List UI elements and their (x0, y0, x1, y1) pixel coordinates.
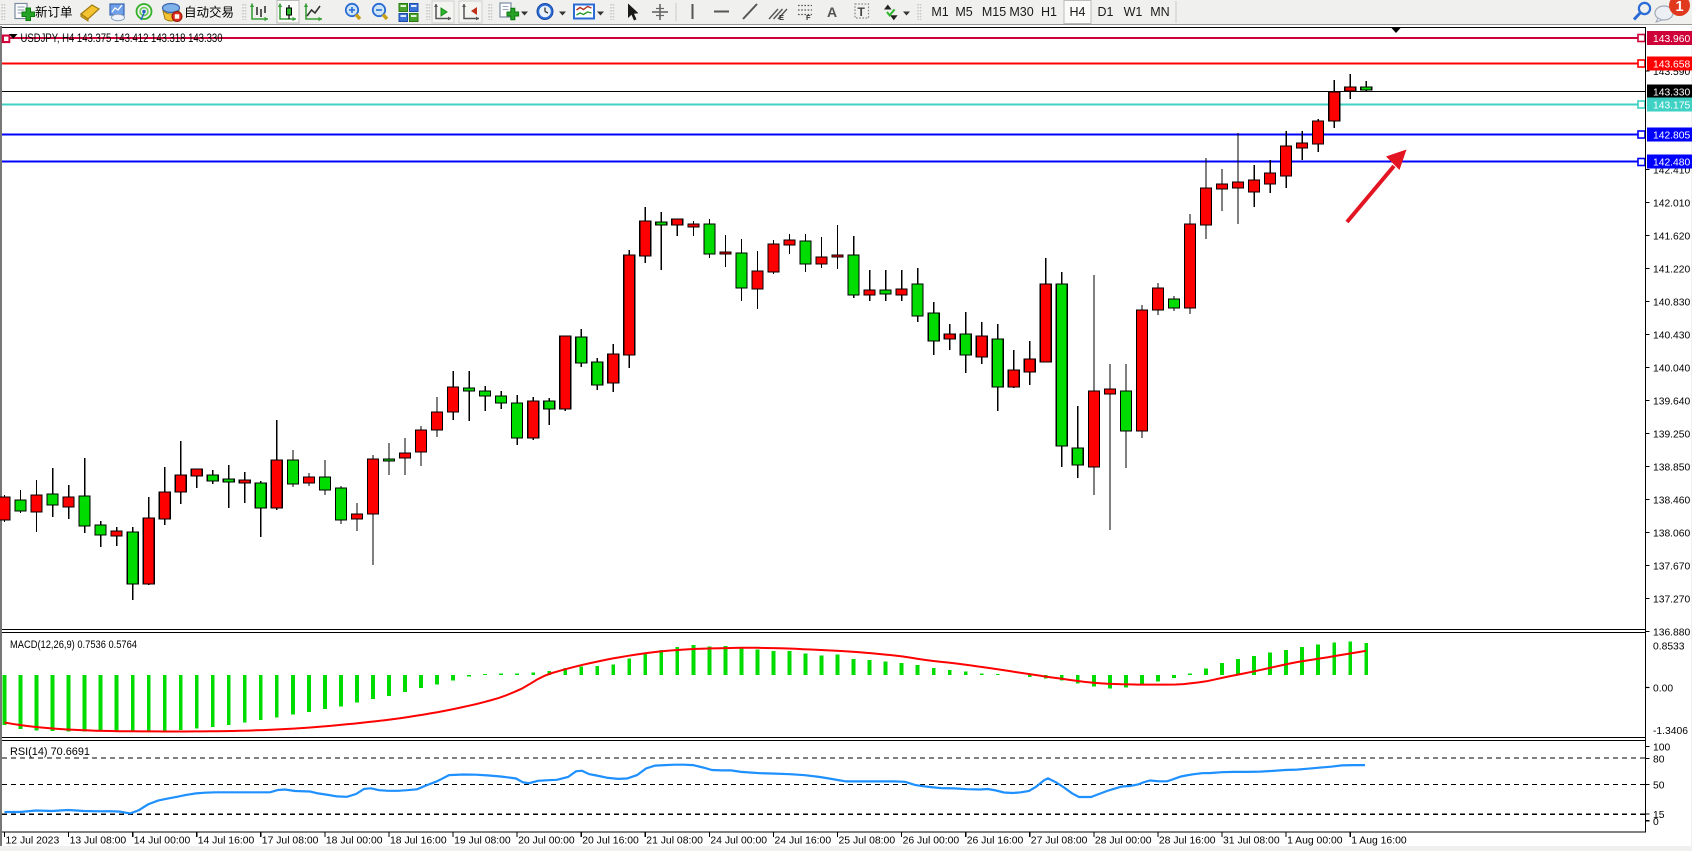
svg-text:M1: M1 (931, 5, 948, 19)
svg-text:M30: M30 (1009, 5, 1033, 19)
svg-text:26 Jul 16:00: 26 Jul 16:00 (967, 836, 1024, 847)
svg-text:F: F (806, 13, 811, 22)
svg-text:1: 1 (1675, 0, 1683, 15)
svg-text:141.620: 141.620 (1653, 232, 1690, 243)
svg-text:142.410: 142.410 (1653, 166, 1690, 177)
svg-text:143.658: 143.658 (1653, 60, 1690, 71)
svg-text:0.8533: 0.8533 (1653, 642, 1685, 653)
svg-text:143.590: 143.590 (1653, 67, 1690, 78)
svg-text:24 Jul 16:00: 24 Jul 16:00 (775, 836, 832, 847)
svg-text:20 Jul 00:00: 20 Jul 00:00 (518, 836, 575, 847)
svg-text:28 Jul 16:00: 28 Jul 16:00 (1159, 836, 1216, 847)
svg-text:137.670: 137.670 (1653, 562, 1690, 573)
svg-text:H1: H1 (1041, 5, 1057, 19)
svg-text:142.010: 142.010 (1653, 199, 1690, 210)
svg-text:17 Jul 08:00: 17 Jul 08:00 (262, 836, 319, 847)
svg-text:27 Jul 08:00: 27 Jul 08:00 (1031, 836, 1088, 847)
svg-text:14 Jul 00:00: 14 Jul 00:00 (134, 836, 191, 847)
svg-text:50: 50 (1653, 781, 1665, 792)
svg-text:A: A (827, 4, 837, 20)
svg-text:139.250: 139.250 (1653, 430, 1690, 441)
svg-text:T: T (858, 5, 866, 19)
svg-text:18 Jul 00:00: 18 Jul 00:00 (326, 836, 383, 847)
svg-text:1 Aug 16:00: 1 Aug 16:00 (1351, 836, 1407, 847)
svg-text:138.460: 138.460 (1653, 496, 1690, 507)
svg-text:E: E (779, 13, 784, 22)
svg-text:142.480: 142.480 (1653, 158, 1690, 169)
svg-text:21 Jul 08:00: 21 Jul 08:00 (646, 836, 703, 847)
svg-text:0: 0 (1653, 817, 1659, 828)
svg-text:18 Jul 16:00: 18 Jul 16:00 (390, 836, 447, 847)
svg-text:1 Aug 00:00: 1 Aug 00:00 (1287, 836, 1343, 847)
svg-text:143.175: 143.175 (1653, 101, 1690, 112)
svg-text:M15: M15 (982, 5, 1006, 19)
svg-text:RSI(14) 70.6691: RSI(14) 70.6691 (10, 746, 90, 758)
svg-text:138.850: 138.850 (1653, 463, 1690, 474)
svg-text:-1.3406: -1.3406 (1653, 726, 1688, 737)
svg-text:140.430: 140.430 (1653, 331, 1690, 342)
svg-text:80: 80 (1653, 754, 1665, 765)
svg-text:136.880: 136.880 (1653, 628, 1690, 639)
svg-text:31 Jul 08:00: 31 Jul 08:00 (1223, 836, 1280, 847)
svg-text:自动交易: 自动交易 (184, 5, 234, 20)
svg-text:D1: D1 (1098, 5, 1114, 19)
svg-text:141.220: 141.220 (1653, 265, 1690, 276)
svg-text:138.060: 138.060 (1653, 529, 1690, 540)
svg-text:19 Jul 08:00: 19 Jul 08:00 (454, 836, 511, 847)
svg-text:143.330: 143.330 (1653, 88, 1690, 99)
svg-text:140.830: 140.830 (1653, 298, 1690, 309)
svg-text:14 Jul 16:00: 14 Jul 16:00 (198, 836, 255, 847)
svg-text:20 Jul 16:00: 20 Jul 16:00 (582, 836, 639, 847)
svg-text:137.270: 137.270 (1653, 595, 1690, 606)
svg-text:25 Jul 08:00: 25 Jul 08:00 (839, 836, 896, 847)
svg-text:新订单: 新订单 (35, 5, 73, 20)
svg-text:MN: MN (1150, 5, 1169, 19)
svg-text:24 Jul 00:00: 24 Jul 00:00 (710, 836, 767, 847)
svg-text:28 Jul 00:00: 28 Jul 00:00 (1095, 836, 1152, 847)
svg-text:M5: M5 (955, 5, 972, 19)
svg-text:26 Jul 00:00: 26 Jul 00:00 (903, 836, 960, 847)
svg-text:USDJPY, H4 143.375 143.412 14: USDJPY, H4 143.375 143.412 143.318 143.3… (21, 33, 223, 45)
svg-text:H4: H4 (1070, 5, 1086, 19)
svg-text:MACD(12,26,9) 0.7536 0.5764: MACD(12,26,9) 0.7536 0.5764 (10, 639, 137, 651)
svg-text:100: 100 (1653, 743, 1670, 754)
svg-text:0.00: 0.00 (1653, 684, 1673, 695)
svg-text:139.640: 139.640 (1653, 397, 1690, 408)
svg-text:13 Jul 08:00: 13 Jul 08:00 (70, 836, 127, 847)
svg-text:15: 15 (1653, 810, 1665, 821)
svg-text:142.805: 142.805 (1653, 131, 1690, 142)
svg-text:12 Jul 2023: 12 Jul 2023 (6, 836, 60, 847)
svg-text:140.040: 140.040 (1653, 364, 1690, 375)
svg-text:W1: W1 (1124, 5, 1143, 19)
svg-text:143.960: 143.960 (1653, 34, 1690, 45)
